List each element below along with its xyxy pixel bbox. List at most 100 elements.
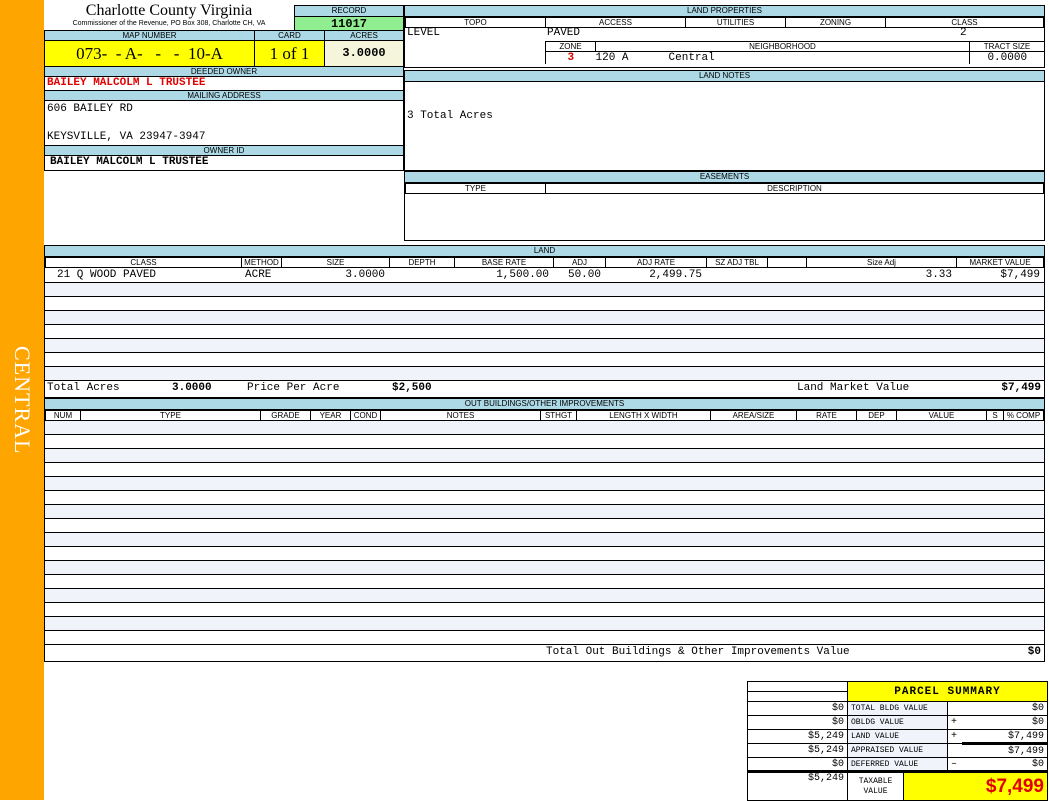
outbuildings-row <box>45 561 1044 575</box>
outbuildings-row <box>45 449 1044 463</box>
land-cell <box>389 268 454 282</box>
land-notes-text: 3 Total Acres <box>407 110 493 122</box>
land-cell: 21 Q WOOD PAVED <box>57 268 157 281</box>
land-market-value-label: Land Market Value <box>797 382 910 394</box>
parcel-summary-title: PARCEL SUMMARY <box>847 681 1048 702</box>
land-cell <box>767 310 806 324</box>
land-cell <box>806 310 956 324</box>
outbuildings-row <box>45 519 1044 533</box>
land-notes: LAND NOTES 3 Total Acres <box>404 70 1045 171</box>
land-cell <box>956 324 1044 338</box>
land-cell: 3.0000 <box>345 268 385 281</box>
land-cell <box>281 366 389 380</box>
prior-value: $5,249 <box>747 729 848 744</box>
land-cell <box>281 282 389 296</box>
land-cell <box>767 282 806 296</box>
price-per-acre: $2,500 <box>392 382 432 394</box>
land-row <box>45 352 1044 366</box>
land-cell: ACRE <box>245 268 272 281</box>
land-cell <box>241 366 281 380</box>
tract-size-label: TRACT SIZE <box>969 41 1045 52</box>
outbuildings-column-header: % COMP <box>1003 410 1044 421</box>
land-properties: LAND PROPERTIES TOPO ACCESS UTILITIES ZO… <box>404 5 1045 68</box>
land-cell <box>241 338 281 352</box>
address-line-2: KEYSVILLE, VA 23947-3947 <box>47 131 206 143</box>
land-row <box>45 338 1044 352</box>
outbuildings-column-header: NUM <box>45 410 81 421</box>
land-cell <box>454 338 553 352</box>
card-number: 1 of 1 <box>254 40 325 67</box>
land-cell <box>806 324 956 338</box>
outbuildings-title: OUT BUILDINGS/OTHER IMPROVEMENTS <box>45 399 1044 410</box>
summary-operator: + <box>947 729 962 744</box>
land-cell <box>956 282 1044 296</box>
outbuildings-column-header: S <box>986 410 1004 421</box>
land-cell <box>706 338 767 352</box>
deeded-owner: BAILEY MALCOLM L TRUSTEE <box>44 76 404 91</box>
land-column-header: CLASS <box>45 257 242 268</box>
land-row <box>45 310 1044 324</box>
easement-description-label: DESCRIPTION <box>545 183 1044 194</box>
land-cell <box>389 296 454 310</box>
land-cell <box>553 366 605 380</box>
land-cell <box>553 338 605 352</box>
land-cell <box>706 268 767 282</box>
outbuildings-column-header: TYPE <box>80 410 261 421</box>
land-cell <box>767 296 806 310</box>
record-number: 11017 <box>294 16 404 31</box>
land-cell: $7,499 <box>1000 268 1040 281</box>
land-cell <box>454 296 553 310</box>
land-cell <box>281 310 389 324</box>
outbuildings-row <box>45 617 1044 631</box>
land-column-header: SZ ADJ TBL <box>706 257 768 268</box>
land-column-header: ADJ <box>553 257 606 268</box>
outbuildings-row <box>45 575 1044 589</box>
outbuildings-column-header: NOTES <box>380 410 541 421</box>
land-cell <box>706 324 767 338</box>
land-cell <box>241 352 281 366</box>
land-cell <box>806 296 956 310</box>
outbuildings-column-header: AREA/SIZE <box>710 410 797 421</box>
outbuildings-row <box>45 533 1044 547</box>
summary-value: $0 <box>961 757 1048 772</box>
land-row <box>45 282 1044 296</box>
land-cell <box>241 282 281 296</box>
outbuildings-row <box>45 477 1044 491</box>
outbuildings-column-header: COND <box>350 410 381 421</box>
summary-row: $0 TOTAL BLDG VALUE $0 <box>747 701 1048 716</box>
land-column-header: ADJ RATE <box>605 257 707 268</box>
sidebar-label: CENTRAL <box>10 345 35 455</box>
land-cell <box>956 296 1044 310</box>
land-cell <box>605 296 706 310</box>
summary-value: $7,499 <box>961 742 1048 758</box>
class-label: CLASS <box>885 17 1044 28</box>
land-totals: Total Acres 3.0000 Price Per Acre $2,500… <box>45 379 1044 397</box>
taxable-label: TAXABLE VALUE <box>847 770 904 801</box>
summary-operator: – <box>947 757 962 772</box>
land-column-header: METHOD <box>241 257 282 268</box>
land-cell <box>706 352 767 366</box>
outbuildings-row <box>45 463 1044 477</box>
land-cell <box>454 366 553 380</box>
address-line-1: 606 BAILEY RD <box>47 103 133 115</box>
land-cell: 1,500.00 <box>496 268 549 281</box>
land-cell <box>389 338 454 352</box>
outbuildings-total: Total Out Buildings & Other Improvements… <box>45 643 1044 661</box>
land-cell <box>553 310 605 324</box>
outbuildings-total-value: $0 <box>1027 646 1041 658</box>
neighborhood-name: Central <box>668 52 715 64</box>
land-cell <box>45 282 241 296</box>
land-cell <box>389 352 454 366</box>
land-column-header: MARKET VALUE <box>956 257 1044 268</box>
outbuildings-section: OUT BUILDINGS/OTHER IMPROVEMENTS NUM TYPE… <box>44 398 1045 662</box>
land-column-header <box>767 257 807 268</box>
land-cell <box>605 338 706 352</box>
tract-size-value: 0.0000 <box>969 51 1045 64</box>
land-cell <box>706 310 767 324</box>
land-cell <box>956 310 1044 324</box>
land-cell <box>389 282 454 296</box>
outbuildings-column-header: LENGTH X WIDTH <box>576 410 711 421</box>
land-cell <box>605 352 706 366</box>
summary-row: $5,249 APPRAISED VALUE $7,499 <box>747 742 1048 758</box>
land-cell <box>45 352 241 366</box>
